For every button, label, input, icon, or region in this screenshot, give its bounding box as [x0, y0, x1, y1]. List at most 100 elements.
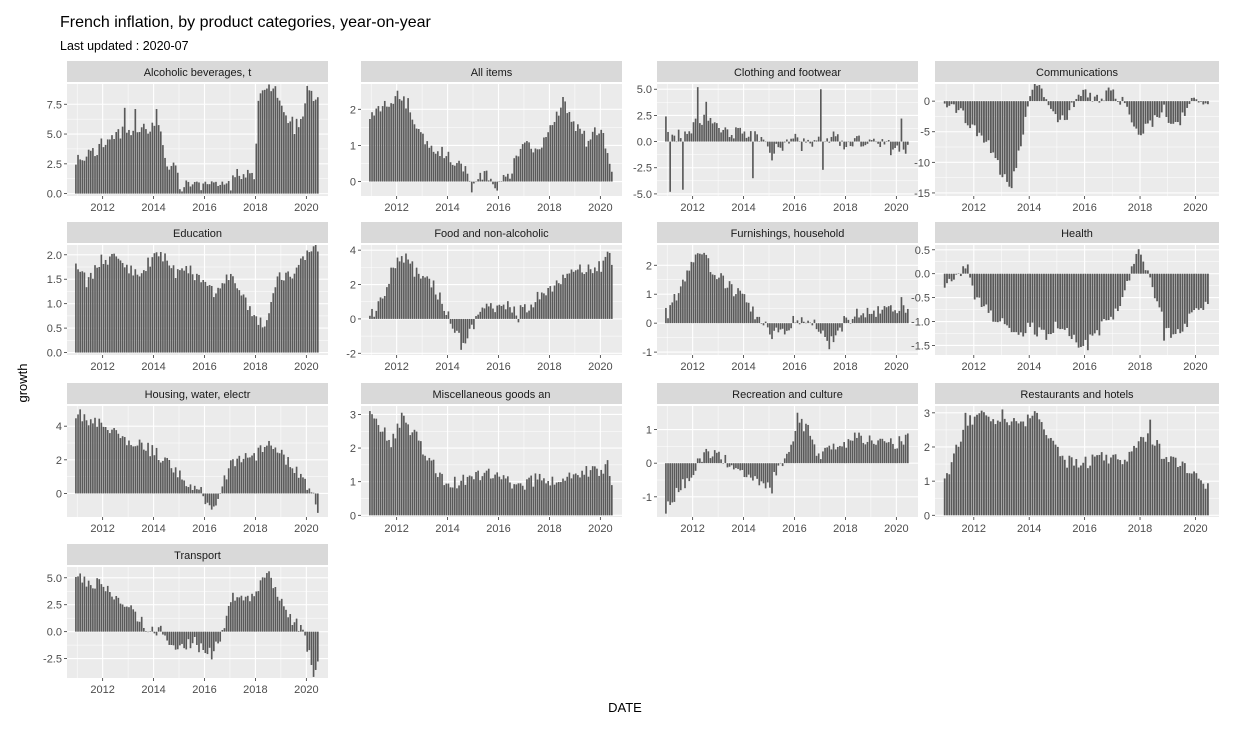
bar	[244, 453, 247, 494]
bar	[690, 261, 693, 324]
bar	[1204, 273, 1207, 302]
x-tick-label: 2016	[192, 523, 216, 535]
bar	[555, 111, 558, 182]
facet-strip-label: Communications	[1036, 67, 1118, 79]
bar	[132, 275, 135, 353]
bar	[221, 283, 224, 353]
bar	[1195, 273, 1198, 309]
bar	[781, 323, 784, 329]
facet-strip-label: Housing, water, electr	[145, 389, 251, 401]
bar	[255, 143, 258, 194]
bar	[946, 101, 948, 108]
bar	[790, 138, 792, 142]
bar	[159, 625, 162, 632]
bar	[1047, 438, 1050, 516]
bar	[1204, 101, 1207, 104]
bar	[847, 439, 850, 464]
bar	[280, 449, 283, 494]
bar	[836, 323, 839, 331]
bar	[297, 630, 300, 632]
bar	[149, 456, 152, 494]
bar	[449, 162, 452, 182]
bar	[608, 252, 611, 319]
bar	[517, 156, 520, 182]
bar	[1086, 468, 1089, 516]
bar	[669, 305, 671, 324]
bar	[809, 141, 812, 144]
bar	[1038, 85, 1041, 102]
bar	[475, 316, 477, 319]
bar	[458, 160, 460, 182]
bar	[587, 476, 590, 516]
bar	[545, 137, 547, 182]
y-tick-label: -10	[914, 157, 930, 169]
x-tick-label: 2014	[731, 361, 755, 373]
bar	[692, 262, 695, 324]
bar	[138, 621, 141, 632]
bar	[134, 611, 137, 632]
bar	[300, 118, 302, 194]
bar	[183, 480, 185, 494]
bar	[100, 138, 103, 194]
bar	[181, 191, 183, 194]
bar	[1207, 273, 1209, 305]
bar	[204, 281, 207, 353]
bar	[234, 177, 236, 194]
bar	[138, 132, 141, 194]
bar	[1056, 446, 1059, 516]
bar	[449, 318, 452, 324]
bar	[694, 118, 697, 142]
bar	[115, 430, 118, 494]
bar	[800, 418, 803, 464]
bar	[443, 158, 446, 182]
bar	[1010, 273, 1013, 333]
bar	[562, 96, 564, 182]
bar	[136, 445, 139, 494]
bar	[379, 431, 382, 516]
bar	[187, 273, 190, 353]
bar	[530, 148, 533, 182]
bar	[490, 478, 492, 516]
bar	[283, 606, 285, 632]
bar	[223, 184, 226, 194]
bar	[500, 479, 503, 516]
x-tick-label: 2020	[294, 361, 318, 373]
bar	[572, 271, 575, 319]
bar	[745, 302, 748, 324]
bar	[436, 151, 439, 182]
bar	[724, 127, 727, 142]
x-tick-label: 2014	[141, 684, 165, 696]
bar	[572, 474, 575, 516]
bar	[111, 429, 113, 494]
bar	[104, 591, 107, 632]
bar	[295, 118, 298, 194]
bar	[424, 144, 426, 182]
bar	[1135, 253, 1138, 274]
bar	[134, 109, 137, 194]
y-tick-label: 2.5	[637, 110, 652, 122]
bar	[257, 591, 260, 632]
bar	[817, 323, 820, 332]
bar	[679, 286, 682, 324]
bar	[251, 593, 253, 632]
bar	[79, 271, 81, 353]
bar	[973, 273, 976, 300]
bar	[543, 137, 545, 182]
bar	[948, 273, 951, 279]
bar	[737, 288, 739, 324]
bar	[596, 271, 598, 319]
bar	[89, 272, 92, 353]
bar	[126, 264, 128, 353]
bar	[598, 261, 600, 319]
bar	[534, 302, 537, 319]
bar	[566, 113, 569, 182]
bar	[705, 448, 708, 464]
bar	[280, 279, 283, 353]
bar	[985, 273, 988, 305]
bar	[824, 323, 826, 337]
bar	[87, 149, 90, 194]
bar	[409, 263, 412, 319]
bar	[470, 476, 473, 516]
bar	[1158, 273, 1161, 308]
